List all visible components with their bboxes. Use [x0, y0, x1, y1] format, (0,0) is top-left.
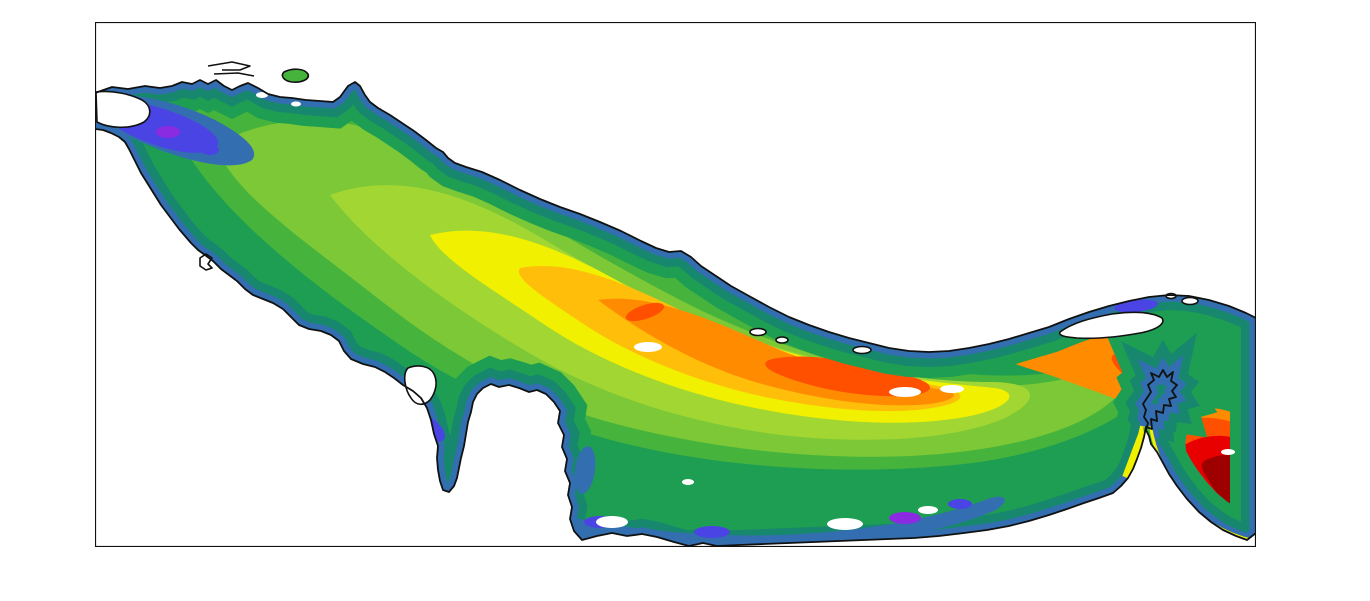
- field-100-150-spot: [625, 302, 665, 322]
- south-blue-dot-2: [694, 526, 730, 538]
- no-data-patches: [256, 92, 1235, 530]
- south-blue-dot-3: [948, 499, 972, 509]
- cloud-patch: [291, 101, 301, 107]
- cloud-patch: [889, 387, 921, 397]
- cloud-patch: [634, 342, 662, 352]
- island-hormuz: [1181, 296, 1199, 306]
- cloud-patch: [1221, 449, 1235, 455]
- nw-blue-dot: [201, 145, 219, 155]
- nw-violet-2: [156, 126, 180, 138]
- island-small-2: [775, 336, 789, 344]
- cloud-patch: [940, 385, 964, 393]
- cloud-patch: [682, 479, 694, 485]
- cloud-patch: [596, 516, 628, 528]
- qatar-east-blue: [574, 446, 596, 494]
- south-violet-dot: [889, 512, 921, 524]
- island-small-3: [852, 345, 872, 355]
- islands-and-land: [95, 61, 1199, 406]
- cloud-patch: [918, 506, 938, 514]
- south-coast-blue-band: [548, 496, 1005, 546]
- island-nw-lagoon: [95, 90, 151, 129]
- river-delta-outline: [207, 61, 255, 77]
- cloud-patch: [827, 518, 863, 530]
- cloud-patch: [256, 92, 268, 98]
- island-bahrain: [403, 365, 437, 406]
- coastal-lagoon-green: [281, 68, 310, 83]
- island-qeshm: [1058, 311, 1164, 340]
- island-small-1: [749, 327, 767, 337]
- field-100-150-axis: [765, 356, 931, 397]
